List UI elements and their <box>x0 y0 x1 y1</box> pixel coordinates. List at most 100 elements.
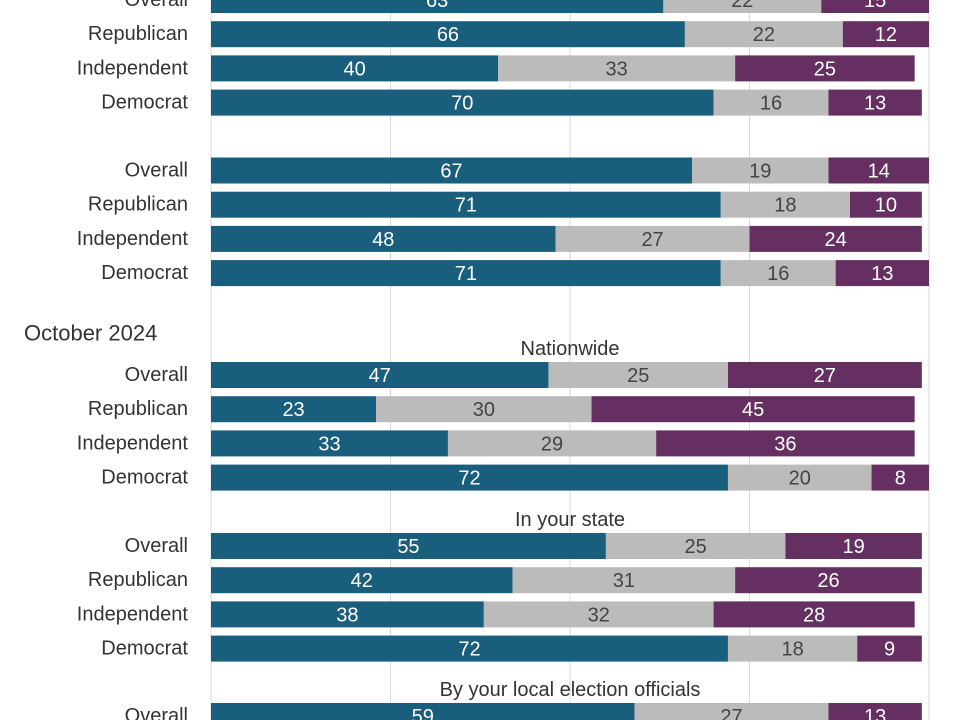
bar-segment <box>713 601 915 628</box>
bar-segment <box>548 362 728 388</box>
bar-segment <box>720 191 851 218</box>
data-label: 33 <box>606 58 628 80</box>
bar-segment <box>211 635 728 662</box>
bar-segment <box>211 89 714 116</box>
category-label: Overall <box>125 705 188 720</box>
bar-segment <box>821 0 929 13</box>
bar-segment <box>749 225 922 252</box>
bar-segment <box>211 362 549 388</box>
data-label: 13 <box>871 263 893 285</box>
bar-segment <box>211 430 448 457</box>
bar-segment <box>211 191 721 218</box>
data-label: 9 <box>884 639 895 661</box>
data-label: 25 <box>627 365 649 387</box>
data-label: 32 <box>588 604 610 626</box>
bar-segment <box>591 396 915 423</box>
bar-group: October 2024 Nationwide Overall 47 25 27 Repub… <box>24 321 929 491</box>
group-subtitle: Nationwide <box>521 338 620 360</box>
data-label: 27 <box>814 365 836 387</box>
data-label: 24 <box>825 229 847 251</box>
data-label: 27 <box>720 706 742 720</box>
data-label: 8 <box>895 468 906 490</box>
data-label: 18 <box>774 195 796 217</box>
data-label: 48 <box>372 229 394 251</box>
data-label: 72 <box>458 639 480 661</box>
data-label: 13 <box>864 706 886 720</box>
data-label: 36 <box>774 433 796 455</box>
data-label: 66 <box>437 24 459 46</box>
bar-segment <box>663 0 822 13</box>
bar-segment <box>828 89 922 116</box>
bar-group: By your local election officials Overall 5… <box>125 679 922 720</box>
bar-segment <box>727 464 872 491</box>
bar-segment <box>634 703 829 720</box>
group-subtitle: By your local election officials <box>440 679 701 701</box>
bar-segment <box>376 396 592 423</box>
category-label: Independent <box>77 432 189 454</box>
category-label: Democrat <box>101 467 188 489</box>
data-label: 10 <box>875 195 897 217</box>
data-label: 59 <box>412 706 434 720</box>
bar-segment <box>684 21 843 48</box>
bar-segment <box>498 55 736 82</box>
bar-group: Overall 67 19 14 Republican 71 18 10 Independent… <box>77 157 929 287</box>
bar-segment <box>713 89 829 116</box>
category-label: Republican <box>88 398 188 420</box>
bar-segment <box>211 157 693 184</box>
bar-segment <box>211 260 721 287</box>
data-label: 30 <box>473 399 495 421</box>
bar-segment <box>735 55 915 82</box>
category-label: Overall <box>125 0 188 11</box>
bar-segment <box>842 21 929 48</box>
category-label: Republican <box>88 23 188 45</box>
gridlines <box>210 0 930 720</box>
category-label: Overall <box>125 364 188 386</box>
bar-segment <box>447 430 657 457</box>
data-label: 25 <box>685 536 707 558</box>
data-label: 40 <box>343 58 365 80</box>
bar-segment <box>211 0 664 13</box>
bar-segment <box>211 55 499 82</box>
data-label: 19 <box>749 161 771 183</box>
bar-segment <box>835 260 929 287</box>
data-label: 55 <box>397 536 419 558</box>
data-label: 33 <box>318 433 340 455</box>
data-label: 15 <box>864 0 886 12</box>
data-label: 22 <box>731 0 753 12</box>
bar-segment <box>828 157 929 184</box>
category-label: Democrat <box>101 262 188 284</box>
data-label: 45 <box>742 399 764 421</box>
data-label: 22 <box>753 24 775 46</box>
category-label: Republican <box>88 569 188 591</box>
bar-segment <box>720 260 836 287</box>
data-label: 13 <box>864 93 886 115</box>
bar-segment <box>727 362 922 388</box>
bar-segment <box>605 533 786 559</box>
bar-group: In your state Overall 55 25 19 Republican 42 31… <box>77 509 922 662</box>
group-subtitle: In your state <box>515 509 625 531</box>
bar-segment <box>555 225 750 252</box>
data-label: 16 <box>767 263 789 285</box>
data-label: 42 <box>351 570 373 592</box>
bar-segment <box>656 430 915 457</box>
bar-segment <box>483 601 714 628</box>
bar-segment <box>857 635 922 662</box>
bar-segment <box>211 567 513 594</box>
category-label: Overall <box>125 535 188 557</box>
data-label: 47 <box>369 365 391 387</box>
bar-segment <box>727 635 858 662</box>
period-label: October 2024 <box>24 321 157 346</box>
data-label: 31 <box>613 570 635 592</box>
data-label: 20 <box>789 468 811 490</box>
category-label: Overall <box>125 160 188 182</box>
category-label: Independent <box>77 603 189 625</box>
data-label: 70 <box>451 93 473 115</box>
category-label: Democrat <box>101 638 188 660</box>
bar-segment <box>871 464 929 491</box>
bar-group: Overall 63 22 15 Republican 66 22 12 Independent… <box>77 0 929 116</box>
bar-segment <box>211 464 728 491</box>
data-label: 63 <box>426 0 448 12</box>
category-label: Democrat <box>101 92 188 114</box>
data-label: 38 <box>336 604 358 626</box>
